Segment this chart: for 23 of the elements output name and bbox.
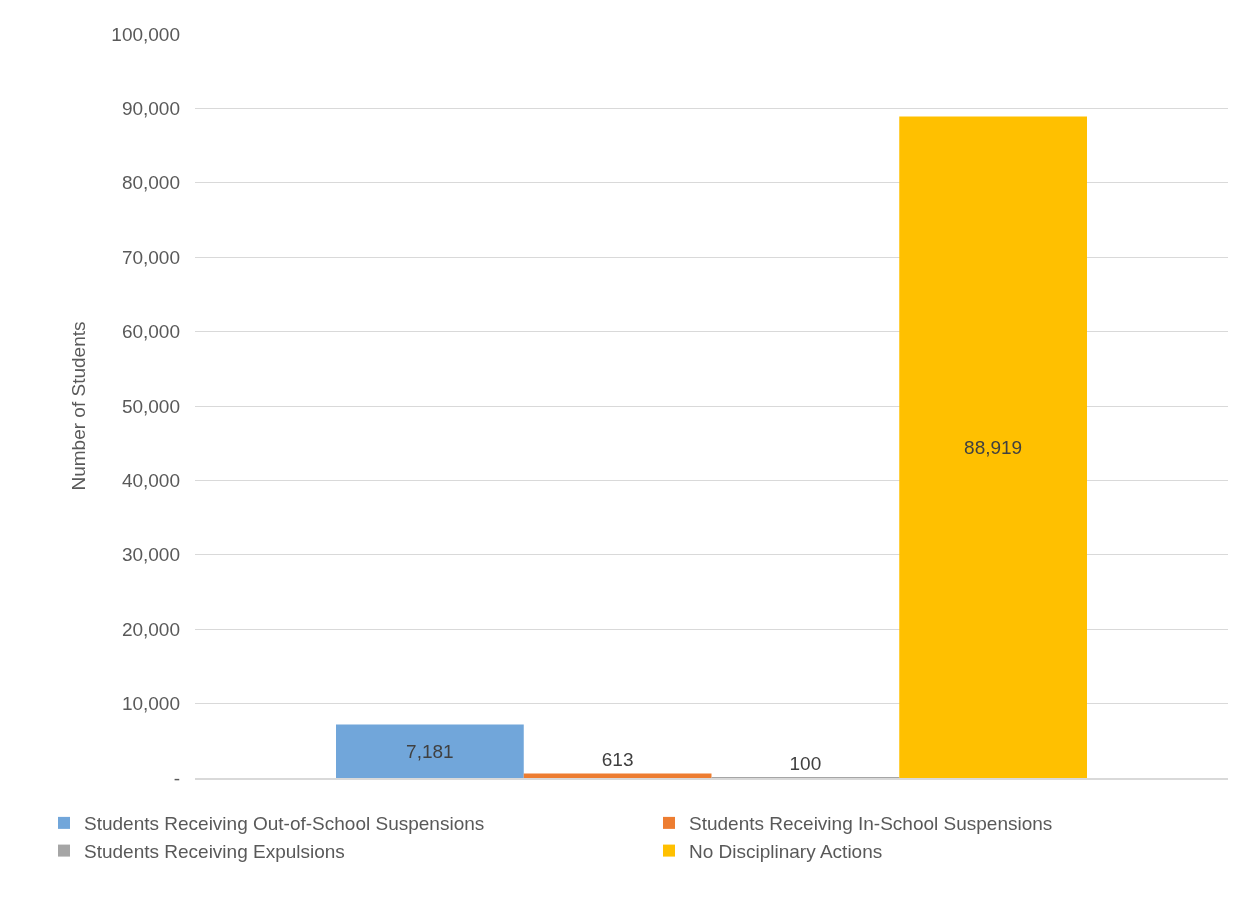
y-tick-label: 40,000 (121, 470, 180, 492)
y-axis-title: Number of Students (68, 321, 90, 491)
y-tick-label: 100,000 (111, 23, 180, 45)
legend-label: Students Receiving Expulsions (84, 841, 345, 862)
legend-label: Students Receiving Out-of-School Suspensions (84, 813, 485, 835)
bar (523, 773, 712, 778)
bar (336, 724, 524, 778)
y-tick-label: 80,000 (121, 172, 180, 194)
y-tick-label: 10,000 (121, 693, 180, 715)
legend-label: No Disciplinary Actions (689, 841, 883, 862)
y-tick-label: 60,000 (121, 321, 180, 343)
data-label: 88,919 (964, 436, 1023, 458)
y-tick-label: 30,000 (121, 544, 180, 566)
legend-label: Students Receiving In-School Suspensions (689, 813, 1053, 835)
y-tick-label: 50,000 (121, 395, 180, 417)
data-label: 100 (789, 753, 822, 774)
y-tick-label: 70,000 (121, 246, 180, 268)
y-tick-label: - (173, 767, 180, 789)
data-label: 7,181 (406, 740, 454, 762)
y-tick-label: 90,000 (121, 98, 180, 120)
data-label: 613 (601, 749, 634, 771)
y-tick-label: 20,000 (121, 618, 180, 640)
bar (899, 116, 1087, 778)
